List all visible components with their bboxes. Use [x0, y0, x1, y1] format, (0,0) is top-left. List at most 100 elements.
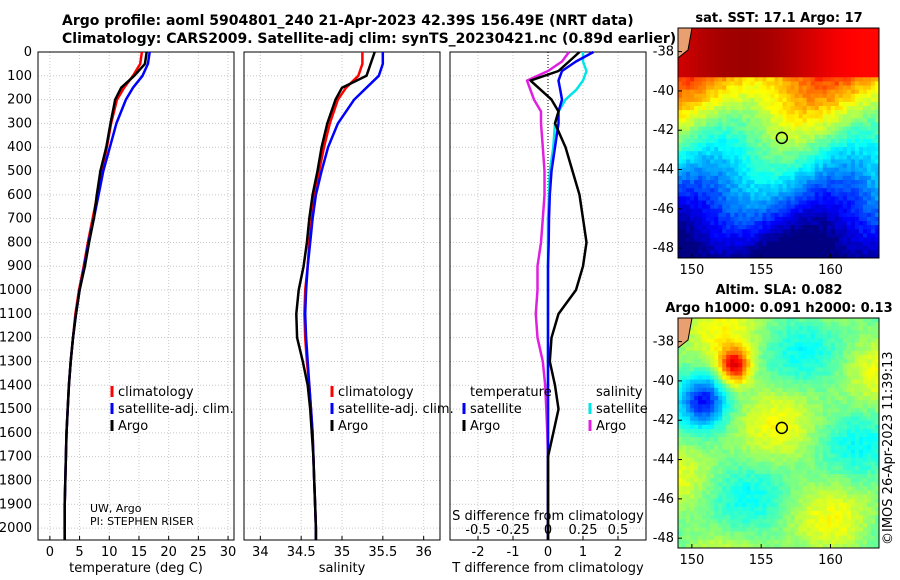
sst-map-cell: [786, 167, 792, 173]
sst-map-cell: [838, 179, 844, 185]
sst-map-cell: [682, 64, 687, 70]
sla-map-cell: [826, 363, 832, 368]
sla-map-cell: [714, 354, 719, 360]
sst-map-cell: [698, 175, 703, 181]
sst-map-cell: [766, 36, 771, 41]
sst-map-cell: [686, 56, 691, 62]
sst-map-cell: [842, 233, 848, 238]
sst-map-cell: [686, 196, 691, 201]
sst-map-cell: [822, 122, 828, 128]
sst-map-cell: [854, 110, 860, 115]
sst-map-cell: [734, 81, 739, 86]
sst-map-cell: [758, 192, 763, 197]
sst-map-cell: [862, 60, 868, 66]
sst-map-cell: [842, 188, 848, 193]
sla-map-cell: [726, 420, 731, 426]
sst-map-cell: [806, 216, 812, 222]
sla-map-cell: [874, 404, 880, 409]
sst-map-cell: [862, 216, 868, 222]
sla-map-cell: [718, 400, 723, 405]
sla-map-cell: [702, 445, 707, 450]
sst-map-cell: [750, 64, 755, 70]
sla-map-cell: [718, 342, 723, 348]
sst-map-cell: [738, 48, 743, 54]
sst-map-cell: [702, 64, 707, 70]
sst-map-cell: [702, 175, 707, 181]
sst-map-cell: [822, 167, 828, 173]
sla-map-cell: [682, 478, 687, 483]
sla-map-cell: [846, 334, 852, 340]
sla-map-cell: [706, 350, 711, 356]
sst-map-cell: [710, 48, 715, 54]
sst-map-cell: [774, 221, 779, 226]
sla-map-cell: [842, 424, 848, 430]
sst-map-cell: [754, 212, 759, 218]
sst-map-cell: [834, 73, 840, 78]
sla-map-cell: [778, 404, 784, 409]
sst-map-cell: [726, 97, 731, 103]
sst-map-cell: [746, 179, 751, 185]
sla-map-cell: [698, 322, 703, 327]
sst-map-cell: [846, 36, 852, 41]
sla-map-cell: [870, 408, 876, 413]
sla-map-cell: [770, 354, 775, 360]
sst-map-cell: [854, 208, 860, 214]
sst-map-cell: [698, 101, 703, 107]
sst-map-cell: [706, 89, 711, 95]
sla-map-cell: [694, 326, 699, 331]
sst-map-cell: [698, 229, 703, 234]
sla-map-cell: [706, 424, 711, 430]
sla-map-cell: [730, 354, 735, 360]
sla-map-cell: [782, 433, 788, 438]
sst-map-cell: [838, 60, 844, 66]
sst-map-cell: [802, 241, 808, 247]
y-tick-label: 900: [7, 259, 32, 274]
sla-map-cell: [814, 375, 820, 381]
sst-map-cell: [854, 85, 860, 91]
sst-map-cell: [814, 106, 820, 111]
sla-map-cell: [762, 318, 767, 323]
sst-map-cell: [750, 241, 755, 247]
sla-map-cell: [750, 371, 755, 376]
sst-map-cell: [762, 143, 767, 148]
sla-map-cell: [794, 445, 800, 450]
sst-map-cell: [754, 179, 759, 185]
sla-map-cell: [858, 322, 864, 327]
sla-map-cell: [794, 371, 800, 376]
sla-map-cell: [726, 322, 731, 327]
sla-map-cell: [738, 457, 743, 463]
sst-map-cell: [810, 89, 816, 95]
sla-map-cell: [850, 334, 856, 340]
sst-map-cell: [834, 106, 840, 111]
sst-map-cell: [758, 114, 763, 119]
sst-map-cell: [770, 89, 775, 95]
sst-map-cell: [862, 89, 868, 95]
sla-map-cell: [754, 396, 759, 401]
sla-map-cell: [742, 457, 747, 463]
sst-map-cell: [790, 89, 796, 95]
sst-map-cell: [834, 114, 840, 119]
sla-map-cell: [794, 404, 800, 409]
sla-map-cell: [826, 457, 832, 463]
sst-map-cell: [822, 52, 828, 58]
sst-map-cell: [782, 151, 788, 156]
sla-map-cell: [854, 465, 860, 471]
sst-map-cell: [770, 147, 775, 152]
sla-map-cell: [750, 342, 755, 348]
sst-map-cell: [678, 175, 683, 181]
sst-map-cell: [738, 225, 743, 230]
sst-map-cell: [790, 32, 796, 37]
sst-map-cell: [738, 237, 743, 243]
sst-map-cell: [754, 184, 759, 189]
sla-map-cell: [838, 326, 844, 331]
sst-map-cell: [794, 52, 800, 58]
sst-map-cell: [822, 216, 828, 222]
sst-map-cell: [694, 60, 699, 66]
sst-map-cell: [778, 233, 784, 238]
sla-map-cell: [718, 433, 723, 438]
sla-map-cell: [718, 420, 723, 426]
sst-map-cell: [834, 208, 840, 214]
sla-map-cell: [810, 478, 816, 483]
sla-map-cell: [742, 371, 747, 376]
sst-map-cell: [758, 81, 763, 86]
